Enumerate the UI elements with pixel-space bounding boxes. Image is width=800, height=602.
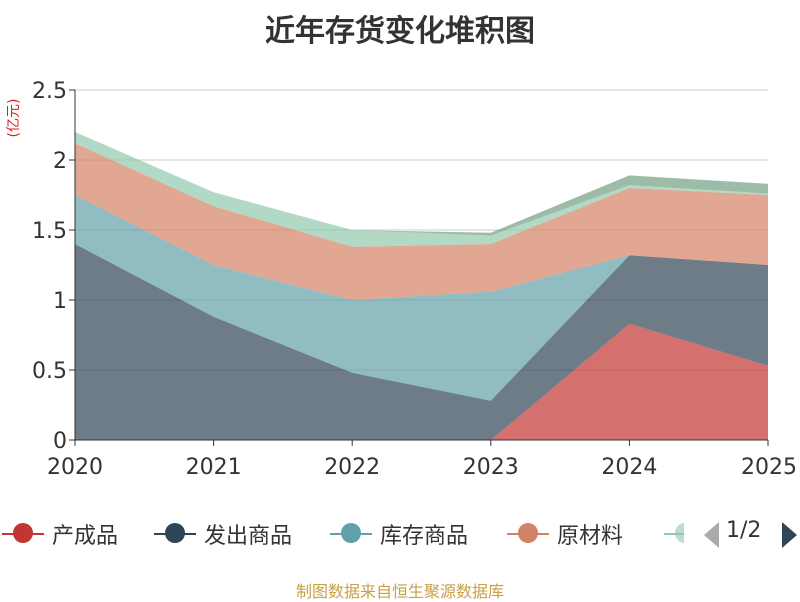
legend-swatch-icon — [152, 514, 198, 554]
legend: 产成品 发出商品 库存商品 原材料 — [0, 514, 800, 554]
y-tick-label: 2.5 — [32, 79, 67, 104]
area-series-unlabeled — [75, 132, 768, 236]
legend-next-page-icon[interactable] — [782, 522, 797, 548]
legend-page-indicator: 1/2 — [726, 518, 762, 543]
legend-item[interactable]: 库存商品 — [328, 514, 468, 554]
legend-swatch-icon — [505, 514, 551, 554]
legend-label: 库存商品 — [380, 524, 469, 549]
legend-label: 原材料 — [557, 524, 624, 549]
x-tick-label: 2024 — [601, 455, 657, 480]
area-series-产成品 — [75, 323, 768, 440]
y-tick-label: 0.5 — [32, 359, 67, 384]
y-axis-label: (亿元) — [6, 99, 22, 138]
legend-item-clipped — [662, 514, 684, 554]
legend-swatch-icon — [0, 514, 46, 554]
legend-swatch-icon — [662, 514, 684, 554]
x-tick-label: 2025 — [741, 455, 797, 480]
x-tick-label: 2020 — [47, 455, 103, 480]
x-tick-label: 2021 — [186, 455, 242, 480]
source-note: 制图数据来自恒生聚源数据库 — [295, 582, 504, 601]
stacked-area-chart: 0 0.5 1 1.5 2 2.5 2020 2021 2022 2023 2024 2025 (亿元… — [6, 79, 797, 480]
y-tick-label: 1 — [53, 289, 67, 314]
area-series-原材料 — [75, 143, 768, 300]
legend-item[interactable]: 产成品 — [0, 514, 118, 554]
x-tick-label: 2023 — [463, 455, 519, 480]
legend-item[interactable]: 原材料 — [505, 514, 623, 554]
legend-label: 发出商品 — [204, 524, 293, 549]
y-tick-label: 1.5 — [32, 219, 67, 244]
y-tick-label: 2 — [53, 149, 67, 174]
area-series-发出商品 — [75, 244, 768, 440]
area-series — [75, 132, 768, 440]
axes: 0 0.5 1 1.5 2 2.5 2020 2021 2022 2023 2024 2025 — [32, 79, 797, 480]
legend-swatch-icon — [328, 514, 374, 554]
legend-label: 产成品 — [52, 524, 119, 549]
legend-pager: 1/2 — [700, 514, 800, 554]
area-series-库存商品 — [75, 195, 768, 401]
x-tick-label: 2022 — [324, 455, 380, 480]
y-tick-label: 0 — [53, 429, 67, 454]
chart-title: 近年存货变化堆积图 — [265, 14, 535, 49]
legend-prev-page-icon[interactable] — [704, 522, 719, 548]
legend-item[interactable]: 发出商品 — [152, 514, 292, 554]
